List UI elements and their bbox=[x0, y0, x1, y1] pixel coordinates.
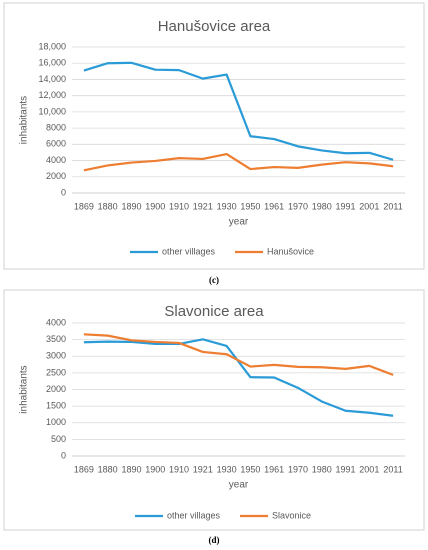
x-tick-label: 2011 bbox=[383, 201, 402, 211]
y-tick-label: 3500 bbox=[46, 334, 66, 344]
x-tick-label: 1970 bbox=[288, 464, 308, 474]
chart-frame bbox=[3, 2, 425, 270]
x-tick-label: 1910 bbox=[169, 464, 189, 474]
y-tick-label: 0 bbox=[61, 450, 66, 460]
y-tick-label: 0 bbox=[61, 187, 66, 197]
y-tick-label: 16,000 bbox=[38, 58, 66, 68]
legend-label: other villages bbox=[162, 246, 216, 256]
x-tick-label: 1950 bbox=[240, 464, 260, 474]
y-tick-label: 1500 bbox=[46, 401, 66, 411]
x-axis-title: year bbox=[229, 480, 249, 491]
x-tick-label: 1980 bbox=[312, 201, 332, 211]
x-tick-label: 1869 bbox=[74, 464, 94, 474]
x-axis-title: year bbox=[229, 217, 249, 228]
line bbox=[83, 61, 394, 161]
y-tick-label: 8000 bbox=[46, 122, 66, 132]
x-tick-label: 1921 bbox=[193, 464, 213, 474]
y-tick-label: 500 bbox=[51, 434, 66, 444]
caption: (d) bbox=[209, 535, 220, 545]
y-tick-label: 10,000 bbox=[38, 106, 66, 116]
legend-label: Hanušovice bbox=[267, 246, 314, 256]
x-tick-label: 1961 bbox=[264, 464, 284, 474]
x-tick-label: 1880 bbox=[98, 201, 118, 211]
x-tick-label: 1930 bbox=[217, 464, 237, 474]
chart-frame bbox=[3, 289, 425, 531]
y-tick-label: 1000 bbox=[46, 417, 66, 427]
x-tick-label: 1890 bbox=[121, 201, 141, 211]
x-tick-label: 2001 bbox=[359, 201, 379, 211]
chart-title: Hanušovice area bbox=[158, 18, 271, 35]
y-tick-label: 2000 bbox=[46, 384, 66, 394]
x-tick-label: 1910 bbox=[169, 201, 189, 211]
x-tick-label: 1991 bbox=[336, 464, 356, 474]
y-tick-label: 12,000 bbox=[38, 90, 66, 100]
chart-title: Slavonice area bbox=[164, 303, 264, 320]
x-tick-label: 1970 bbox=[288, 201, 308, 211]
y-tick-label: 3000 bbox=[46, 351, 66, 361]
x-tick-label: 1950 bbox=[240, 201, 260, 211]
y-tick-label: 2000 bbox=[46, 171, 66, 181]
x-tick-label: 1980 bbox=[312, 464, 332, 474]
y-tick-label: 18,000 bbox=[38, 41, 66, 51]
x-tick-label: 2011 bbox=[383, 464, 402, 474]
y-tick-label: 2500 bbox=[46, 367, 66, 377]
x-tick-label: 1869 bbox=[74, 201, 94, 211]
line bbox=[83, 152, 394, 172]
x-tick-label: 1991 bbox=[336, 201, 356, 211]
x-tick-label: 1890 bbox=[121, 464, 141, 474]
legend-label: other villages bbox=[167, 510, 221, 520]
y-axis-title: inhabitants bbox=[19, 96, 30, 144]
x-tick-label: 1900 bbox=[145, 201, 165, 211]
x-tick-label: 1921 bbox=[193, 201, 213, 211]
y-tick-label: 4000 bbox=[46, 155, 66, 165]
x-tick-label: 2001 bbox=[359, 464, 379, 474]
x-tick-label: 1880 bbox=[98, 464, 118, 474]
x-tick-label: 1930 bbox=[217, 201, 237, 211]
y-tick-label: 4000 bbox=[46, 317, 66, 327]
x-tick-label: 1961 bbox=[264, 201, 284, 211]
y-axis-title: inhabitants bbox=[19, 365, 30, 413]
y-tick-label: 14,000 bbox=[38, 74, 66, 84]
y-tick-label: 6000 bbox=[46, 139, 66, 149]
x-tick-label: 1900 bbox=[145, 464, 165, 474]
caption: (c) bbox=[209, 275, 219, 285]
line bbox=[83, 333, 394, 376]
legend-label: Slavonice bbox=[272, 510, 311, 520]
